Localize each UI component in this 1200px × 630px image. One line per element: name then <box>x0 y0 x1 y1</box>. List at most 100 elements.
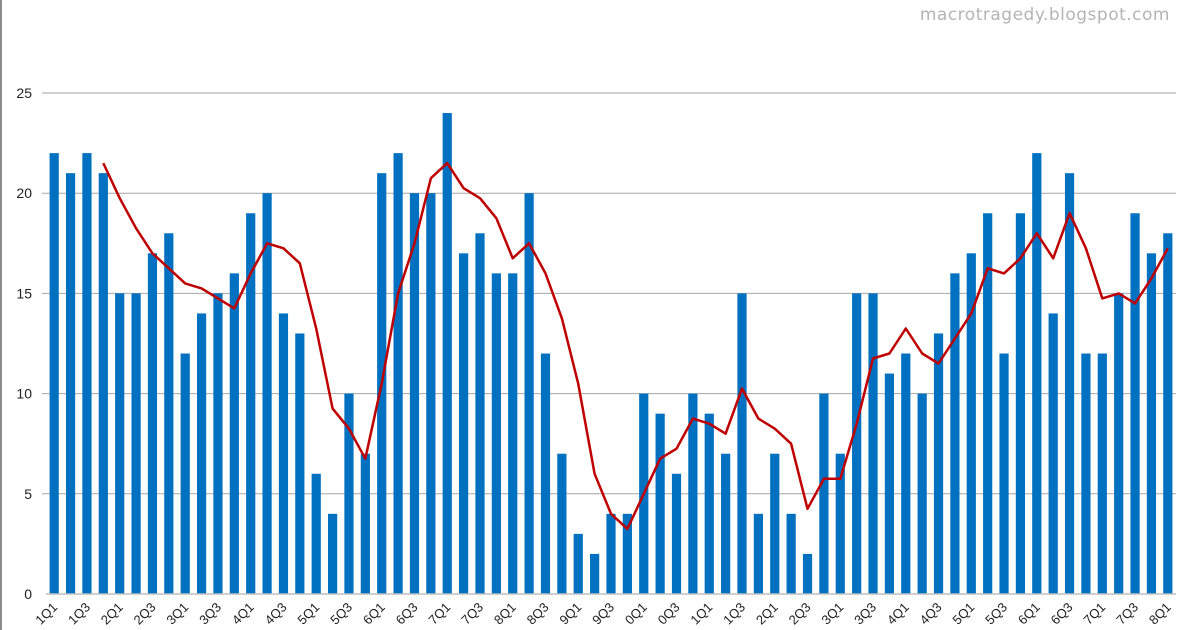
x-tick-label: 3Q3 <box>851 600 879 628</box>
bar <box>983 213 993 595</box>
bar <box>1048 313 1058 594</box>
x-tick-label: 4Q3 <box>917 600 945 628</box>
bar <box>573 533 583 594</box>
bar <box>426 193 436 594</box>
bar <box>688 393 698 594</box>
x-tick-label: 7Q1 <box>425 600 453 628</box>
bar <box>131 293 141 594</box>
x-tick-label: 6Q1 <box>1015 600 1043 628</box>
bar <box>327 513 338 594</box>
bar <box>557 453 567 594</box>
x-tick-label: 7Q1 <box>1080 600 1108 628</box>
x-tick-label: 5Q3 <box>982 600 1010 628</box>
x-tick-label: 7Q3 <box>1113 600 1141 628</box>
y-tick-label: 20 <box>16 185 32 201</box>
y-tick-label: 0 <box>24 586 32 602</box>
bar <box>721 453 731 594</box>
bar <box>540 353 551 594</box>
x-tick-label: 4Q3 <box>262 600 290 628</box>
bar <box>295 333 305 594</box>
bar <box>901 353 911 594</box>
bar <box>246 213 256 595</box>
x-tick-label: 7Q3 <box>458 600 486 628</box>
x-tick-label: 5Q3 <box>327 600 355 628</box>
y-tick-label: 5 <box>24 486 32 502</box>
bar <box>491 273 501 594</box>
bar <box>524 193 534 594</box>
x-tick-label: 9Q3 <box>589 600 617 628</box>
bar <box>655 413 665 594</box>
bar <box>475 233 485 594</box>
bar <box>1097 353 1107 594</box>
x-tick-label: 0Q3 <box>655 600 683 628</box>
x-tick-label: 2Q1 <box>753 600 781 628</box>
bar <box>999 353 1009 594</box>
bar <box>1032 153 1042 594</box>
x-tick-label: 3Q1 <box>818 600 846 628</box>
bar <box>1064 173 1075 594</box>
bar <box>835 453 845 594</box>
x-tick-label: 2Q1 <box>98 600 126 628</box>
x-tick-label: 9Q1 <box>556 600 584 628</box>
x-tick-label: 2Q3 <box>131 600 159 628</box>
bar <box>606 513 616 594</box>
bar <box>671 473 682 594</box>
x-tick-label: 1Q3 <box>65 600 93 628</box>
bar <box>1081 353 1091 594</box>
bar <box>590 553 600 594</box>
bar <box>508 273 518 594</box>
x-tick-label: 6Q3 <box>393 600 421 628</box>
bar <box>884 373 895 594</box>
bar <box>344 393 354 594</box>
bar <box>1163 233 1173 594</box>
x-tick-label: 8Q3 <box>524 600 552 628</box>
bar <box>802 553 813 594</box>
x-tick-label: 4Q1 <box>229 600 257 628</box>
bar <box>868 293 878 594</box>
y-tick-label: 15 <box>16 285 32 301</box>
bar <box>98 173 108 594</box>
bar <box>1130 213 1140 595</box>
bar <box>409 193 420 594</box>
bar <box>1015 213 1026 595</box>
bar <box>753 513 763 594</box>
bar <box>704 413 714 594</box>
bar <box>622 513 632 594</box>
bar <box>65 173 76 594</box>
x-tick-label: 1Q1 <box>687 600 715 628</box>
bar <box>311 473 321 594</box>
bar <box>917 393 927 594</box>
x-tick-label: 6Q1 <box>360 600 388 628</box>
bar <box>180 353 190 594</box>
x-tick-label: 3Q1 <box>163 600 191 628</box>
bar <box>933 333 944 594</box>
x-tick-label: 2Q3 <box>786 600 814 628</box>
bar <box>950 273 960 594</box>
bar <box>262 193 272 594</box>
bar <box>459 253 469 594</box>
bar <box>819 393 829 594</box>
bar <box>229 273 239 594</box>
bar <box>196 313 207 594</box>
moving-average-line <box>102 161 1169 531</box>
bar <box>147 253 158 594</box>
x-tick-label: 6Q3 <box>1048 600 1076 628</box>
bar <box>164 233 174 594</box>
bar <box>770 453 780 594</box>
y-tick-label: 25 <box>16 85 32 101</box>
bar <box>852 293 862 594</box>
bar <box>442 113 452 594</box>
x-tick-label: 1Q3 <box>720 600 748 628</box>
x-tick-label: 8Q1 <box>1146 600 1174 628</box>
bar <box>737 293 747 594</box>
bar <box>393 153 403 594</box>
bar <box>1114 293 1124 594</box>
x-tick-label: 1Q1 <box>32 600 60 628</box>
bar <box>1146 253 1157 594</box>
bar <box>115 293 125 594</box>
watermark: macrotragedy.blogspot.com <box>919 5 1170 25</box>
x-tick-label: 5Q1 <box>949 600 977 628</box>
x-tick-label: 8Q1 <box>491 600 519 628</box>
